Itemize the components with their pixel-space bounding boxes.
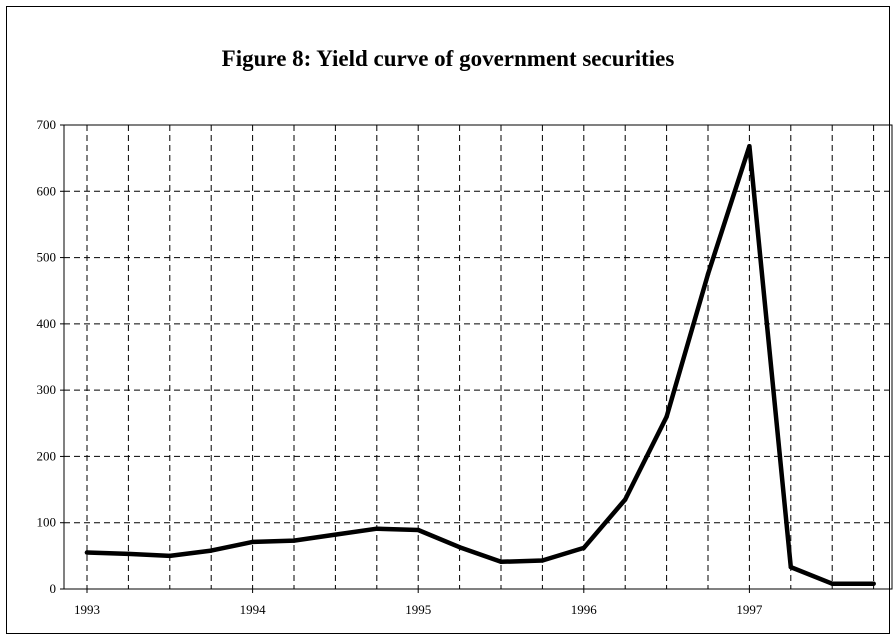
y-tick-label: 200 <box>37 448 57 463</box>
chart-title: Figure 8: Yield curve of government secu… <box>221 46 675 71</box>
series-line <box>84 143 876 586</box>
y-tick-label: 400 <box>37 316 57 331</box>
data-point <box>209 548 214 553</box>
data-point <box>540 558 545 563</box>
series-layer <box>84 143 876 586</box>
x-tick-label: 1997 <box>736 602 763 617</box>
data-point <box>416 527 421 533</box>
data-point <box>871 581 876 586</box>
y-tick-label: 500 <box>37 250 57 265</box>
data-point <box>333 532 338 537</box>
x-tick-label: 1995 <box>405 602 431 617</box>
data-point <box>250 539 255 545</box>
x-axis-ticks: 1993 1994 1995 1996 1997 <box>74 589 763 617</box>
data-point <box>84 550 90 555</box>
y-axis-ticks: 0 100 200 300 400 500 600 700 <box>37 117 64 596</box>
data-point <box>788 564 793 570</box>
data-point <box>664 414 669 419</box>
x-tick-label: 1994 <box>240 602 267 617</box>
chart-frame <box>6 6 890 634</box>
y-tick-label: 100 <box>37 515 57 530</box>
y-tick-label: 600 <box>37 183 57 198</box>
data-point <box>498 559 504 565</box>
x-tick-label: 1996 <box>571 602 598 617</box>
y-tick-label: 0 <box>50 581 57 596</box>
data-point <box>581 545 586 551</box>
data-point <box>830 581 835 586</box>
x-tick-label: 1993 <box>74 602 100 617</box>
y-tick-label: 300 <box>37 382 57 397</box>
grid-lines <box>64 125 892 589</box>
data-point <box>167 553 172 559</box>
data-point <box>623 497 628 502</box>
data-point <box>374 526 379 531</box>
data-point <box>457 545 462 550</box>
data-point <box>705 271 711 277</box>
data-point <box>291 538 297 543</box>
plot-area <box>63 124 893 590</box>
data-point <box>126 551 131 557</box>
data-point <box>747 144 752 149</box>
y-tick-label: 700 <box>37 117 57 132</box>
